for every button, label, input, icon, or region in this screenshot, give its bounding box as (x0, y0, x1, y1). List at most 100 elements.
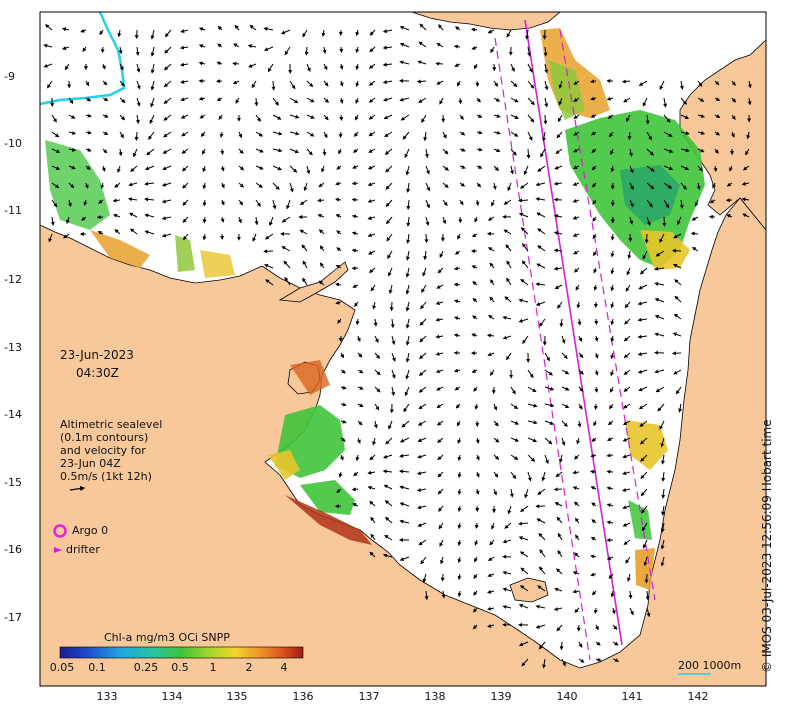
velocity-arrow-icon (335, 197, 342, 202)
velocity-arrow-icon (357, 352, 363, 358)
velocity-arrow-icon (590, 486, 597, 490)
velocity-arrow-icon (593, 250, 597, 257)
velocity-arrow-icon (595, 657, 602, 662)
velocity-arrow-icon (335, 300, 342, 305)
velocity-arrow-icon (455, 26, 461, 31)
colorbar-tick: 0.1 (88, 661, 106, 674)
cyan-reference-line (39, 11, 126, 106)
velocity-arrow-icon (623, 352, 631, 359)
velocity-arrow-icon (590, 453, 597, 458)
velocity-arrow-icon (368, 114, 376, 120)
colorbar-tick: 4 (280, 661, 288, 674)
velocity-arrow-icon (606, 453, 614, 458)
lon-tick: 133 (96, 690, 118, 703)
velocity-arrow-icon (490, 46, 495, 54)
velocity-arrow-icon (680, 182, 687, 190)
velocity-arrow-icon (421, 114, 427, 123)
velocity-arrow-icon (555, 148, 563, 154)
velocity-arrow-icon (457, 556, 462, 564)
velocity-arrow-icon (610, 165, 615, 173)
velocity-arrow-icon (726, 214, 733, 218)
velocity-arrow-icon (144, 230, 155, 235)
velocity-arrow-icon (510, 131, 519, 137)
velocity-arrow-icon (202, 165, 207, 173)
velocity-arrow-icon (623, 97, 631, 103)
velocity-arrow-icon (504, 296, 512, 303)
velocity-arrow-icon (714, 80, 720, 86)
velocity-arrow-icon (217, 25, 223, 31)
velocity-arrow-icon (622, 505, 631, 510)
velocity-arrow-icon (163, 80, 172, 88)
altimetry-note-5: 0.5m/s (1kt 12h) (60, 470, 152, 483)
velocity-arrow-icon (502, 315, 512, 320)
velocity-arrow-icon (518, 603, 529, 609)
velocity-arrow-icon (628, 233, 633, 243)
velocity-arrow-icon (474, 216, 479, 223)
velocity-arrow-icon (510, 114, 519, 119)
velocity-arrow-icon (608, 573, 614, 580)
velocity-arrow-icon (424, 148, 429, 159)
velocity-arrow-icon (622, 488, 631, 492)
velocity-arrow-icon (659, 233, 665, 243)
velocity-arrow-icon (527, 386, 537, 393)
velocity-arrow-icon (442, 199, 448, 207)
velocity-arrow-icon (628, 148, 633, 157)
velocity-arrow-icon (368, 80, 376, 86)
velocity-arrow-icon (590, 572, 597, 577)
velocity-arrow-icon (272, 131, 283, 136)
velocity-arrow-icon (339, 454, 344, 461)
velocity-arrow-icon (487, 606, 495, 611)
velocity-arrow-icon (626, 114, 631, 123)
velocity-arrow-icon (474, 556, 478, 563)
velocity-arrow-icon (423, 250, 428, 261)
velocity-arrow-icon (536, 212, 546, 218)
velocity-arrow-icon (472, 297, 478, 303)
velocity-arrow-icon (672, 332, 682, 337)
velocity-arrow-icon (289, 182, 294, 193)
velocity-arrow-icon (119, 114, 126, 121)
velocity-arrow-icon (436, 386, 444, 391)
velocity-arrow-icon (417, 437, 427, 442)
velocity-arrow-icon (538, 532, 546, 541)
velocity-arrow-icon (575, 517, 580, 524)
velocity-arrow-icon (680, 148, 690, 153)
velocity-arrow-icon (679, 199, 684, 209)
velocity-arrow-icon (610, 148, 614, 156)
velocity-arrow-icon (129, 228, 138, 235)
velocity-arrow-icon (554, 165, 563, 170)
velocity-arrow-icon (561, 386, 570, 391)
velocity-arrow-icon (558, 97, 563, 106)
velocity-arrow-icon (592, 182, 597, 188)
velocity-arrow-icon (590, 79, 597, 84)
velocity-arrow-icon (367, 470, 376, 475)
lon-tick: 141 (621, 690, 643, 703)
velocity-arrow-icon (553, 181, 563, 186)
velocity-arrow-icon (663, 199, 670, 209)
velocity-arrow-icon (404, 386, 410, 397)
velocity-arrow-icon (655, 250, 665, 257)
velocity-arrow-icon (627, 573, 631, 582)
velocity-arrow-icon (322, 46, 327, 54)
velocity-arrow-icon (527, 63, 533, 73)
velocity-arrow-icon (673, 313, 682, 320)
velocity-arrow-icon (607, 114, 614, 119)
velocity-arrow-icon (323, 63, 328, 71)
velocity-arrow-icon (660, 556, 665, 567)
velocity-arrow-icon (369, 46, 376, 53)
velocity-arrow-icon (493, 80, 499, 87)
velocity-arrow-icon (593, 267, 598, 274)
velocity-arrow-icon (302, 277, 308, 286)
velocity-arrow-icon (474, 522, 479, 529)
velocity-arrow-icon (610, 386, 614, 393)
velocity-arrow-icon (453, 368, 461, 373)
velocity-arrow-icon (351, 197, 359, 202)
velocity-arrow-icon (391, 386, 396, 397)
argo-marker-icon (53, 524, 67, 538)
velocity-arrow-icon (217, 43, 223, 48)
velocity-arrow-icon (629, 182, 634, 191)
velocity-arrow-icon (128, 197, 138, 202)
velocity-arrow-icon (67, 199, 72, 208)
velocity-arrow-icon (43, 43, 53, 48)
velocity-arrow-icon (662, 216, 667, 227)
velocity-arrow-icon (654, 369, 665, 374)
